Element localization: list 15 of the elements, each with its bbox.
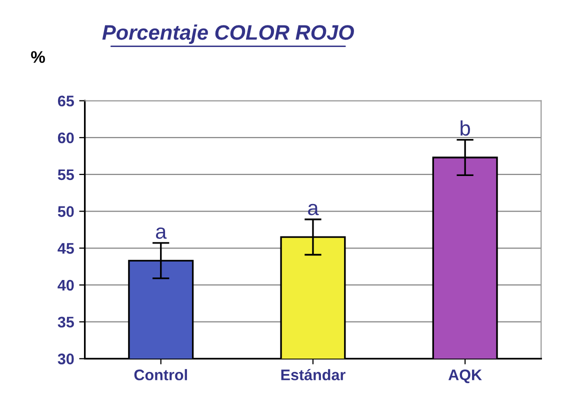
y-tick-label: 65	[58, 96, 74, 106]
annotation: a	[156, 227, 167, 239]
chart-title: Porcentaje COLOR ROJO	[102, 24, 354, 44]
y-tick-label: 30	[58, 354, 74, 364]
x-tick-label: Estándar	[281, 368, 346, 380]
y-tick-label: 50	[58, 206, 74, 217]
y-tick-label: 60	[58, 132, 74, 144]
y-tick-label: 45	[58, 243, 74, 254]
y-tick-label: 55	[58, 169, 74, 180]
annotation: b	[460, 120, 470, 136]
y-axis-title: %	[31, 51, 45, 63]
x-tick-label: AQK	[448, 369, 482, 384]
y-tick-label: 35	[58, 316, 74, 328]
x-tick-label: Control	[134, 369, 187, 380]
y-tick-label: 40	[58, 280, 74, 291]
